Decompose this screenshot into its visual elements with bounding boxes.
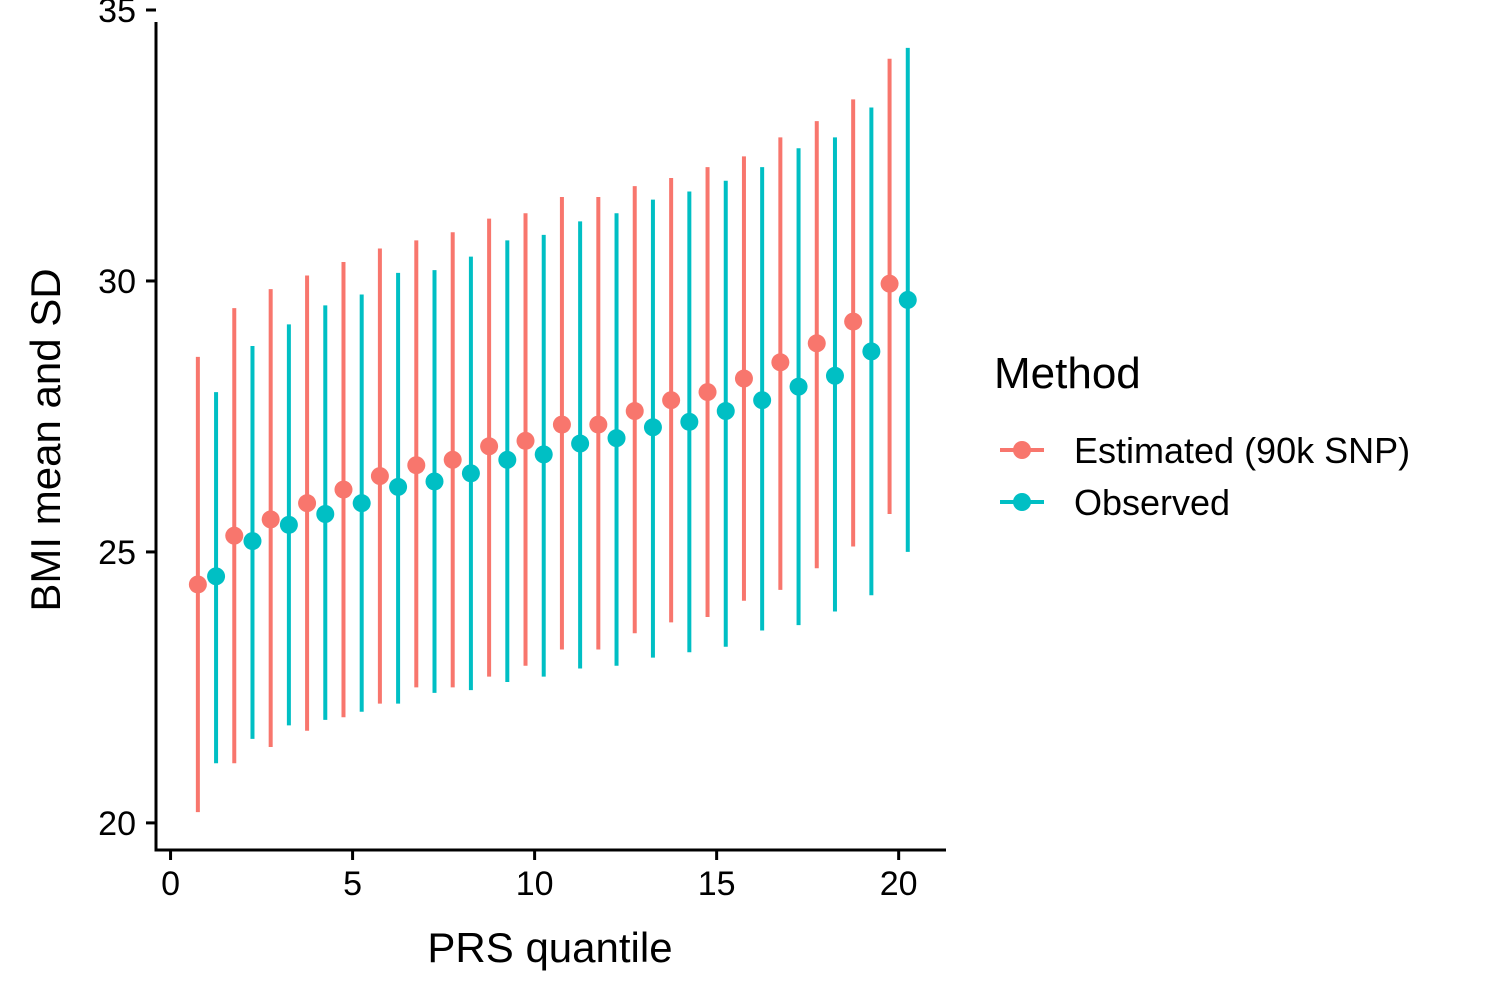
legend-label-observed: Observed	[1074, 482, 1230, 523]
legend-key-point-estimated-90k-snp	[1013, 441, 1031, 459]
estimated-90k-snp-point-17	[771, 353, 790, 372]
y-tick-label-30: 30	[98, 263, 136, 301]
estimated-90k-snp-point-3	[261, 510, 280, 529]
x-tick-label-20: 20	[880, 865, 918, 903]
estimated-90k-snp-point-9	[480, 437, 499, 456]
observed-point-10	[534, 445, 553, 464]
estimated-90k-snp-point-1	[188, 575, 207, 594]
estimated-90k-snp-point-20	[880, 274, 899, 293]
y-tick-label-35: 35	[98, 0, 136, 30]
estimated-90k-snp-point-14	[662, 391, 681, 410]
legend-label-estimated-90k-snp: Estimated (90k SNP)	[1074, 430, 1410, 471]
observed-point-6	[389, 477, 408, 496]
observed-point-20	[898, 290, 917, 309]
observed-point-1	[207, 567, 226, 586]
estimated-90k-snp-point-18	[807, 334, 826, 353]
observed-point-9	[498, 450, 517, 469]
observed-point-13	[643, 418, 662, 437]
estimated-90k-snp-point-15	[698, 383, 717, 402]
estimated-90k-snp-point-7	[407, 456, 426, 475]
observed-point-2	[243, 532, 262, 551]
x-tick-label-15: 15	[698, 865, 736, 903]
observed-point-11	[571, 434, 590, 453]
estimated-90k-snp-point-6	[370, 467, 389, 486]
estimated-90k-snp-point-12	[589, 415, 608, 434]
y-tick-label-25: 25	[98, 534, 136, 572]
x-tick-label-10: 10	[516, 865, 554, 903]
estimated-90k-snp-point-11	[552, 415, 571, 434]
observed-point-19	[862, 342, 881, 361]
estimated-90k-snp-point-2	[225, 526, 244, 545]
observed-point-18	[825, 366, 844, 385]
y-axis-title: BMI mean and SD	[22, 268, 69, 611]
observed-point-8	[461, 464, 480, 483]
x-tick-label-5: 5	[343, 865, 362, 903]
axes: 20 25 30 35 0 5 10 15 20	[98, 0, 946, 903]
observed-point-3	[279, 515, 298, 534]
legend: Method Estimated (90k SNP) Observed	[994, 349, 1410, 523]
estimated-90k-snp-point-19	[844, 312, 863, 331]
observed-point-16	[753, 391, 772, 410]
plot-marks	[188, 47, 917, 813]
observed-point-14	[680, 412, 699, 431]
estimated-90k-snp-point-13	[625, 402, 644, 421]
legend-key-point-observed	[1013, 493, 1031, 511]
observed-point-7	[425, 472, 444, 491]
estimated-90k-snp-point-5	[334, 480, 353, 499]
estimated-90k-snp-point-4	[298, 494, 317, 513]
observed-point-15	[716, 402, 735, 421]
estimated-90k-snp-point-8	[443, 450, 462, 469]
observed-point-5	[352, 494, 371, 513]
x-tick-label-0: 0	[161, 865, 180, 903]
estimated-90k-snp-point-10	[516, 431, 535, 450]
y-tick-label-20: 20	[98, 805, 136, 843]
observed-point-12	[607, 429, 626, 448]
legend-title: Method	[994, 349, 1141, 398]
estimated-90k-snp-point-16	[734, 369, 753, 388]
observed-point-17	[789, 377, 808, 396]
observed-point-4	[316, 505, 335, 523]
x-axis-title: PRS quantile	[427, 924, 672, 971]
